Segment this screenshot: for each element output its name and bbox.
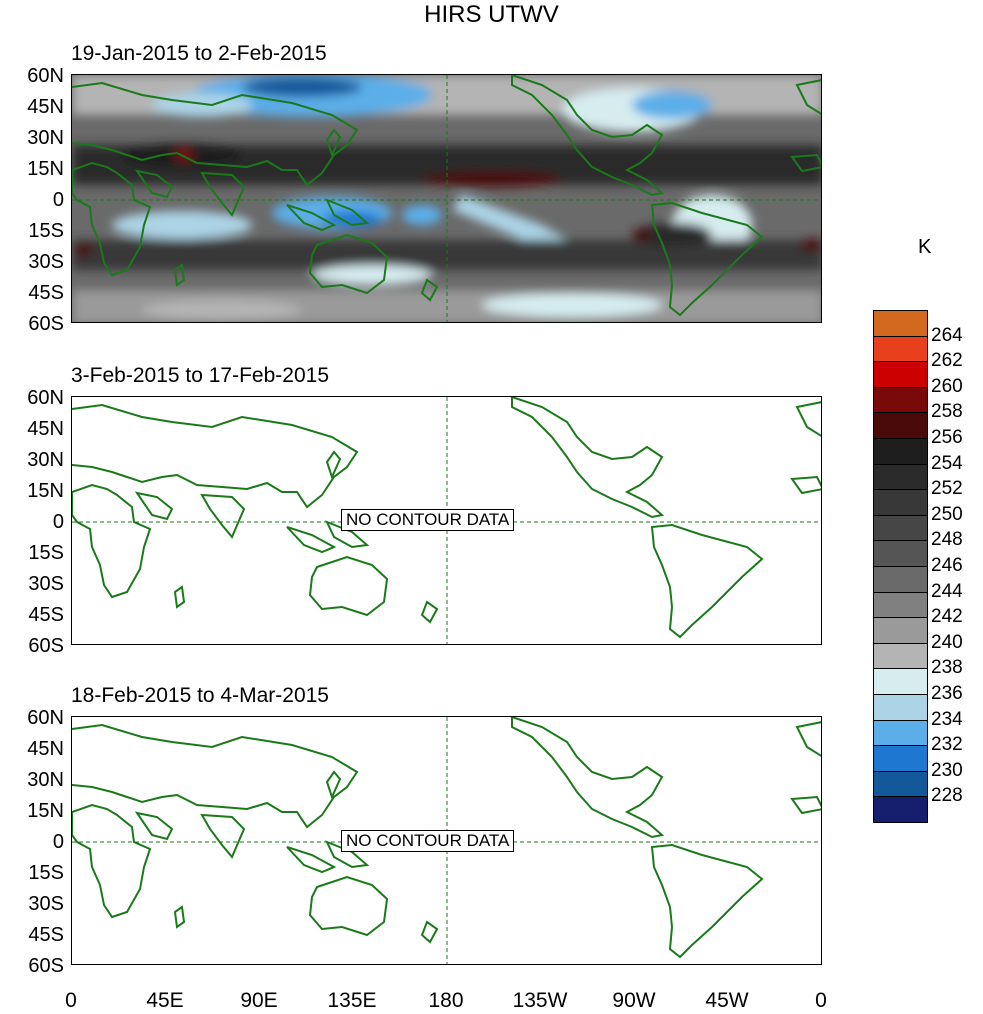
lat-tick-label: 60S (28, 955, 64, 977)
colorbar-units: K (918, 236, 932, 258)
colorbar-swatch (873, 642, 928, 670)
colorbar-level-label: 242 (931, 606, 963, 628)
colorbar-swatch (873, 310, 928, 337)
colorbar-swatch (873, 668, 928, 695)
colorbar-swatch (873, 463, 928, 491)
colorbar: 264 262 260 258 256 254 252 250 248 246 244 242 240 2… (873, 310, 963, 823)
lat-tick-label: 30N (27, 769, 64, 791)
colorbar-level-label: 238 (931, 657, 963, 679)
colorbar-swatch (873, 514, 928, 542)
lon-tick-label: 0 (65, 989, 77, 1012)
colorbar-swatch (873, 745, 928, 772)
field-map (72, 75, 821, 322)
colorbar-swatch (873, 591, 928, 619)
lat-tick-label: 0 (52, 511, 64, 533)
map-frame (71, 74, 822, 323)
colorbar-level-label: 260 (931, 375, 963, 397)
lat-tick-label: 45S (28, 604, 64, 626)
colorbar-swatch (873, 617, 928, 644)
empty-map (72, 717, 821, 964)
colorbar-swatch (873, 566, 928, 593)
lat-tick-label: 30N (27, 449, 64, 471)
colorbar-swatch (873, 694, 928, 721)
lat-tick-label: 0 (52, 189, 64, 211)
lon-tick-label: 90E (240, 989, 278, 1012)
lat-tick-label: 45N (27, 96, 64, 118)
lat-tick-label: 15N (27, 800, 64, 822)
colorbar-level-label: 230 (931, 759, 963, 781)
colorbar-level-label: 240 (931, 631, 963, 653)
colorbar-level-label: 248 (931, 529, 963, 551)
colorbar-swatch (873, 335, 928, 363)
colorbar-level-label: 246 (931, 555, 963, 576)
colorbar-swatch (873, 540, 928, 567)
colorbar-level-label: 250 (931, 503, 963, 525)
colorbar-level-label: 228 (931, 785, 963, 807)
lat-tick-label: 30S (28, 251, 64, 273)
figure-title: HIRS UTWV (424, 1, 559, 28)
lon-tick-label: 0 (815, 989, 827, 1012)
panel-period-title: 19-Jan-2015 to 2-Feb-2015 (71, 42, 327, 65)
lat-tick-label: 15N (27, 480, 64, 502)
panel-period-title: 3-Feb-2015 to 17-Feb-2015 (71, 364, 329, 387)
colorbar-swatch (873, 361, 928, 388)
lat-tick-label: 60N (27, 707, 64, 729)
colorbar-swatch (873, 719, 928, 747)
lat-tick-label: 30S (28, 573, 64, 595)
empty-map (72, 397, 821, 644)
colorbar-level-label: 258 (931, 401, 963, 423)
colorbar-level-label: 232 (931, 734, 963, 756)
lon-tick-label: 180 (428, 989, 464, 1012)
lat-tick-label: 15S (28, 862, 64, 884)
colorbar-level-label: 236 (931, 683, 963, 704)
lat-tick-label: 0 (52, 831, 64, 853)
lat-tick-label: 15N (27, 158, 64, 180)
colorbar-level-label: 252 (931, 478, 963, 500)
lat-tick-label: 45S (28, 924, 64, 946)
colorbar-level-label: 254 (931, 452, 963, 474)
lat-tick-label: 60S (28, 635, 64, 657)
lat-tick-label: 60S (28, 313, 64, 335)
lat-tick-label: 45N (27, 418, 64, 440)
colorbar-level-label: 244 (931, 580, 963, 602)
lon-tick-label: 45E (146, 989, 184, 1012)
lat-tick-label: 45S (28, 282, 64, 304)
colorbar-swatch (873, 489, 928, 516)
lat-tick-label: 30S (28, 893, 64, 915)
lat-tick-label: 15S (28, 542, 64, 564)
lon-tick-label: 135W (512, 989, 568, 1012)
lon-tick-label: 90W (612, 989, 656, 1012)
colorbar-level-label: 234 (931, 708, 963, 730)
colorbar-level-label: 256 (931, 427, 963, 448)
lat-tick-label: 45N (27, 738, 64, 760)
lat-tick-label: 15S (28, 220, 64, 242)
colorbar-swatch (873, 796, 928, 823)
lon-tick-label: 135E (327, 989, 377, 1012)
colorbar-swatch (873, 386, 928, 414)
colorbar-level-label: 262 (931, 350, 963, 372)
colorbar-swatch (873, 438, 928, 465)
lat-tick-label: 60N (27, 65, 64, 87)
no-contour-data-label: NO CONTOUR DATA (341, 509, 515, 531)
panel-period-title: 18-Feb-2015 to 4-Mar-2015 (71, 684, 329, 707)
lon-tick-label: 45W (705, 989, 749, 1012)
lat-tick-label: 30N (27, 127, 64, 149)
colorbar-level-label: 264 (931, 324, 963, 346)
colorbar-swatch (873, 770, 928, 798)
lat-tick-label: 60N (27, 387, 64, 409)
colorbar-swatch (873, 412, 928, 439)
no-contour-data-label: NO CONTOUR DATA (341, 830, 515, 852)
